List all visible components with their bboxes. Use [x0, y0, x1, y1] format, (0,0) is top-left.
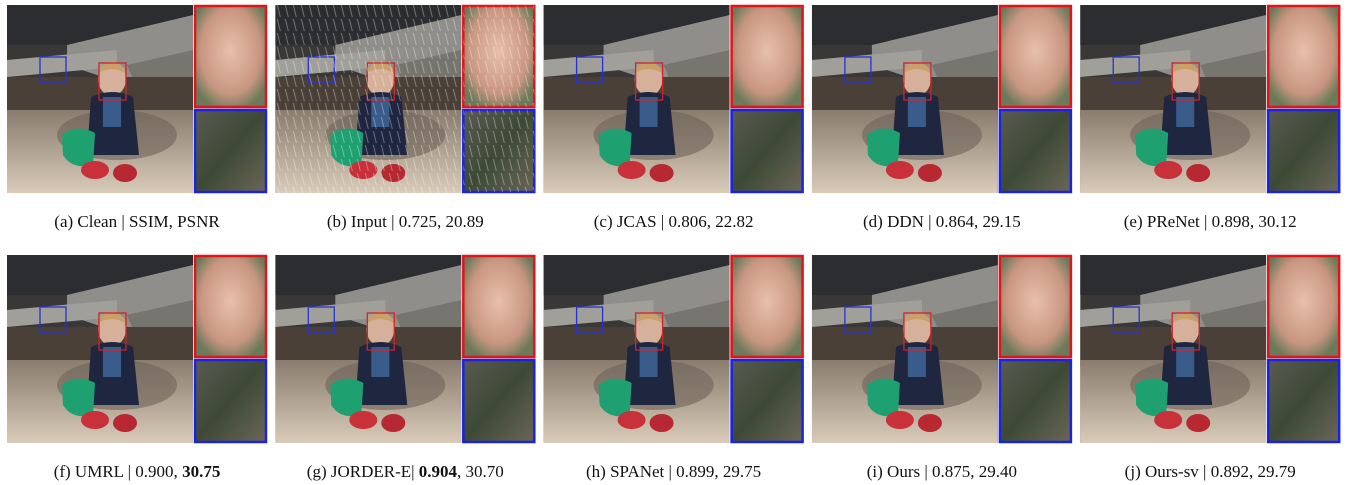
face-crop — [195, 256, 266, 357]
face-crop — [1000, 256, 1071, 357]
face-crop — [1268, 6, 1339, 107]
rain-overlay — [463, 110, 534, 192]
caption: (a) Clean | SSIM, PSNR — [54, 212, 220, 231]
main-image — [812, 5, 998, 193]
panel: (c) JCAS | 0.806, 22.82 — [544, 5, 803, 231]
main-image — [544, 5, 730, 193]
panel: (i) Ours | 0.875, 29.40 — [812, 255, 1071, 481]
main-image — [1080, 255, 1266, 443]
caption-part: (g) JORDER-E| — [307, 462, 419, 481]
caption-part: , 30.70 — [457, 462, 504, 481]
rain-overlay — [463, 6, 534, 107]
main-image — [7, 5, 193, 193]
face-crop — [195, 6, 266, 107]
panel: (h) SPANet | 0.899, 29.75 — [544, 255, 803, 481]
main-image — [812, 255, 998, 443]
caption: (e) PReNet | 0.898, 30.12 — [1124, 212, 1297, 231]
caption-part: (a) Clean | SSIM, PSNR — [54, 212, 220, 231]
caption: (h) SPANet | 0.899, 29.75 — [586, 462, 761, 481]
face-crop — [1268, 256, 1339, 357]
caption: (i) Ours | 0.875, 29.40 — [867, 462, 1017, 481]
caption-part: (d) DDN | 0.864, 29.15 — [863, 212, 1021, 231]
rain-overlay — [275, 5, 461, 193]
caption: (b) Input | 0.725, 20.89 — [327, 212, 484, 231]
main-image — [7, 255, 193, 443]
panel: (d) DDN | 0.864, 29.15 — [812, 5, 1071, 231]
grass-crop — [1268, 360, 1339, 442]
grass-crop — [195, 360, 266, 442]
grass-crop — [732, 110, 803, 192]
face-crop — [1000, 6, 1071, 107]
caption: (g) JORDER-E| 0.904, 30.70 — [307, 462, 504, 481]
grass-crop — [463, 360, 534, 442]
caption-part: 0.904 — [419, 462, 458, 481]
caption-part: 30.75 — [182, 462, 220, 481]
face-crop — [463, 256, 534, 357]
caption-part: (h) SPANet | 0.899, 29.75 — [586, 462, 761, 481]
main-image — [544, 255, 730, 443]
main-image — [275, 255, 461, 443]
caption-part: (i) Ours | 0.875, 29.40 — [867, 462, 1017, 481]
caption-part: (c) JCAS | 0.806, 22.82 — [594, 212, 754, 231]
panel: (b) Input | 0.725, 20.89 — [275, 5, 534, 231]
main-image — [1080, 5, 1266, 193]
panel: (j) Ours-sv | 0.892, 29.79 — [1080, 255, 1339, 481]
grass-crop — [195, 110, 266, 192]
caption-part: (b) Input | 0.725, 20.89 — [327, 212, 484, 231]
panel: (a) Clean | SSIM, PSNR — [7, 5, 266, 231]
figure: (a) Clean | SSIM, PSNR (b) Input | 0.725,… — [0, 0, 1351, 485]
face-crop — [732, 6, 803, 107]
panel: (f) UMRL | 0.900, 30.75 — [7, 255, 266, 481]
caption-part: (f) UMRL | 0.900, — [54, 462, 182, 481]
caption: (c) JCAS | 0.806, 22.82 — [594, 212, 754, 231]
panel: (e) PReNet | 0.898, 30.12 — [1080, 5, 1339, 231]
grass-crop — [1268, 110, 1339, 192]
panel: (g) JORDER-E| 0.904, 30.70 — [275, 255, 534, 481]
caption: (d) DDN | 0.864, 29.15 — [863, 212, 1021, 231]
grass-crop — [732, 360, 803, 442]
caption-part: (e) PReNet | 0.898, 30.12 — [1124, 212, 1297, 231]
face-crop — [732, 256, 803, 357]
grass-crop — [1000, 360, 1071, 442]
caption: (f) UMRL | 0.900, 30.75 — [54, 462, 221, 481]
caption-part: (j) Ours-sv | 0.892, 29.79 — [1125, 462, 1296, 481]
caption: (j) Ours-sv | 0.892, 29.79 — [1125, 462, 1296, 481]
grass-crop — [1000, 110, 1071, 192]
